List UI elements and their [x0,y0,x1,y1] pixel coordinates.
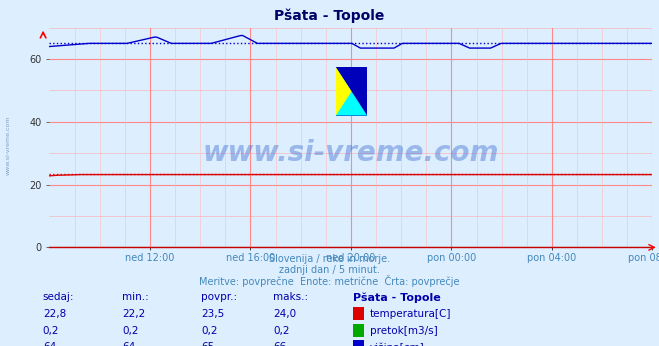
Text: višina[cm]: višina[cm] [370,342,424,346]
Text: sedaj:: sedaj: [43,292,74,302]
Text: 24,0: 24,0 [273,309,297,319]
Text: 23,5: 23,5 [201,309,224,319]
Text: 64: 64 [43,342,56,346]
Text: min.:: min.: [122,292,149,302]
Text: Pšata - Topole: Pšata - Topole [353,292,440,303]
Text: 22,8: 22,8 [43,309,66,319]
Text: 0,2: 0,2 [43,326,59,336]
Text: 0,2: 0,2 [273,326,290,336]
Text: www.si-vreme.com: www.si-vreme.com [203,139,499,167]
Polygon shape [336,67,367,116]
Text: 22,2: 22,2 [122,309,145,319]
Polygon shape [336,67,367,116]
Polygon shape [336,67,351,116]
Text: www.si-vreme.com: www.si-vreme.com [5,116,11,175]
Text: 65: 65 [201,342,214,346]
Text: 0,2: 0,2 [122,326,138,336]
Text: Meritve: povprečne  Enote: metrične  Črta: povprečje: Meritve: povprečne Enote: metrične Črta:… [199,275,460,287]
Text: povpr.:: povpr.: [201,292,237,302]
Text: 0,2: 0,2 [201,326,217,336]
Text: pretok[m3/s]: pretok[m3/s] [370,326,438,336]
Text: Slovenija / reke in morje.: Slovenija / reke in morje. [269,254,390,264]
Text: zadnji dan / 5 minut.: zadnji dan / 5 minut. [279,265,380,275]
Text: maks.:: maks.: [273,292,308,302]
Text: Pšata - Topole: Pšata - Topole [274,9,385,23]
Text: 64: 64 [122,342,135,346]
Text: 66: 66 [273,342,287,346]
Text: temperatura[C]: temperatura[C] [370,309,451,319]
